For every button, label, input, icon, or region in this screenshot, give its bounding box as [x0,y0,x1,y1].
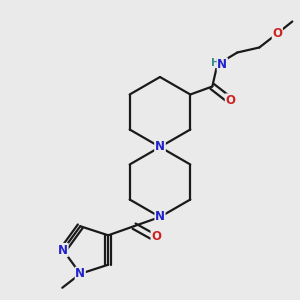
Text: N: N [58,244,68,256]
Text: O: O [272,27,282,40]
Text: O: O [225,94,235,107]
Text: N: N [155,211,165,224]
Text: H: H [211,58,220,68]
Text: N: N [155,140,165,154]
Text: O: O [151,230,161,243]
Text: N: N [155,140,165,154]
Text: N: N [75,267,85,280]
Text: N: N [217,58,227,71]
